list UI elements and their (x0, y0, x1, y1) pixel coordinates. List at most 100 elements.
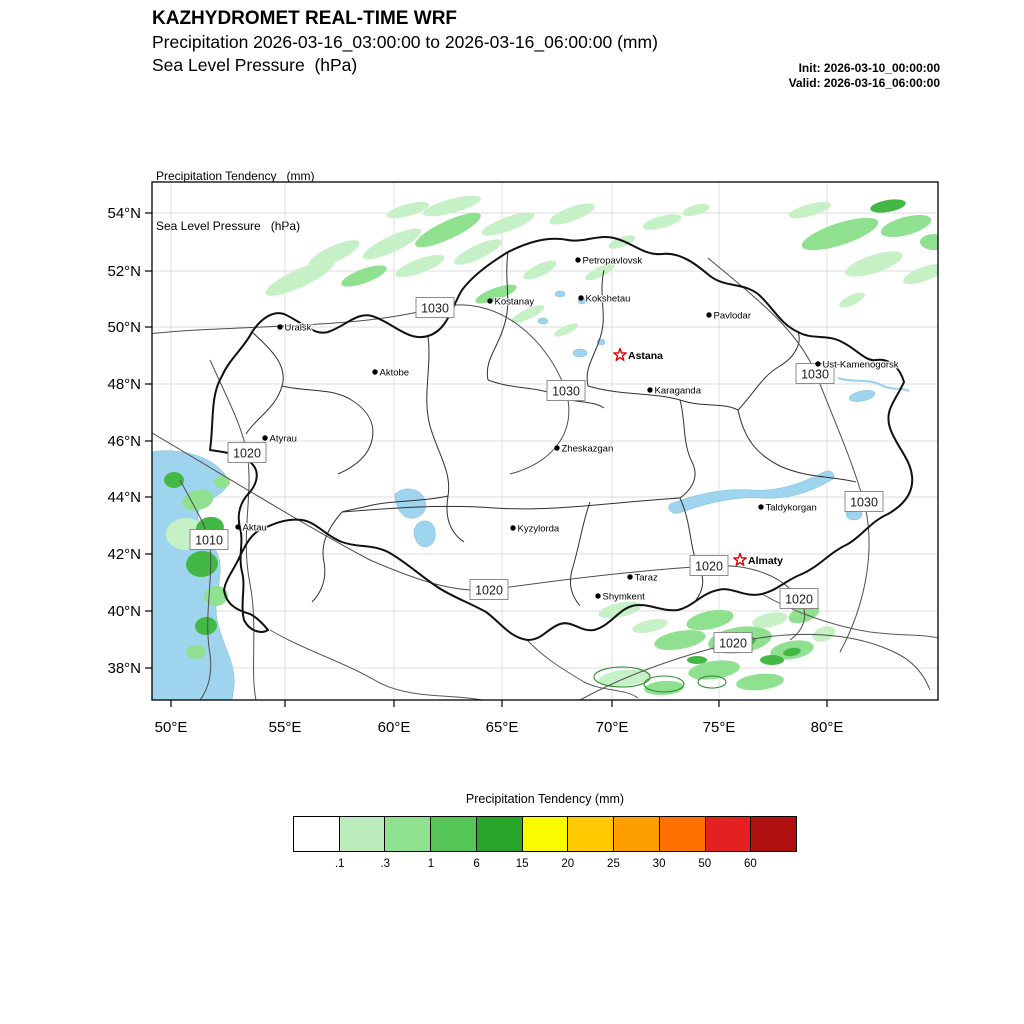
lat-tick-label: 40°N (107, 603, 141, 620)
lon-tick-label: 75°E (703, 719, 736, 736)
precipitation-areas-shape (186, 550, 218, 578)
legend-color-cell (475, 817, 522, 851)
precipitation-areas-shape (395, 254, 445, 278)
pressure-contours-shape (179, 479, 212, 700)
lat-tick-label: 44°N (107, 489, 141, 506)
legend-color-cell (704, 817, 751, 851)
aral-sea (394, 488, 426, 519)
legend-color-cell (567, 817, 614, 851)
pressure-contour-label: 1030 (844, 491, 884, 512)
precipitation-areas-shape (760, 655, 784, 665)
precipitation-areas-shape (686, 609, 734, 631)
precipitation-areas-shape (422, 195, 482, 217)
city-marker (372, 369, 378, 375)
weather-map: 1030 1030 1030 1030 1020 1010 1020 1020 1020 1020… (107, 181, 939, 736)
precipitation-areas-shape (839, 292, 865, 308)
lat-tick-label: 46°N (107, 433, 141, 450)
precipitation-areas-shape (608, 235, 636, 249)
pressure-contour-label: 1020 (469, 579, 509, 600)
city-marker (758, 504, 764, 510)
precipitation-areas-shape (182, 489, 214, 511)
pressure-label-box (546, 380, 586, 401)
city-label: Taraz (635, 573, 658, 584)
oblast-borders-shape (679, 399, 696, 499)
pressure-contour-label: 1030 (415, 297, 455, 318)
city-label: Aktau (243, 523, 267, 534)
pressure-label-value: 1020 (695, 560, 723, 574)
precipitation-areas-shape (511, 305, 545, 323)
precipitation-areas-shape (642, 214, 682, 230)
precipitation-areas-shape (697, 675, 727, 689)
legend: Precipitation Tendency (mm) .1 .3 1 6 15 20 25… (293, 792, 797, 874)
neighbor-country-borders-shape (526, 639, 639, 699)
oblast-borders-shape (341, 497, 681, 513)
legend-tick-label: 6 (473, 858, 480, 870)
precipitation-areas-shape (687, 656, 707, 664)
lake-small (537, 317, 549, 325)
pressure-contours-shape (707, 257, 870, 653)
oblast-borders-shape (586, 269, 605, 387)
precipitation-areas-shape (554, 323, 578, 337)
pressure-label-value: 1020 (719, 637, 747, 651)
lon-tick-label: 60°E (378, 719, 411, 736)
pressure-label-box (779, 588, 819, 609)
city-label: Aktobe (380, 368, 410, 379)
precipitation-areas-shape (386, 201, 430, 219)
lat-tick-label: 54°N (107, 205, 141, 222)
legend-color-cell (294, 817, 339, 851)
header: KAZHYDROMET REAL-TIME WRF Precipitation … (152, 7, 658, 77)
pressure-label-box (415, 297, 455, 318)
oblast-borders-shape (341, 495, 449, 513)
pressure-label-box (689, 555, 729, 576)
oblast-borders-shape (569, 501, 591, 607)
pressure-contour-label: 1020 (227, 442, 267, 463)
city-label: Shymkent (603, 592, 646, 603)
precipitation-areas-shape (920, 234, 938, 250)
lat-tick-label: 38°N (107, 660, 141, 677)
oblast-borders-shape (426, 335, 465, 543)
lon-tick-label: 70°E (596, 719, 629, 736)
city-marker (575, 257, 581, 263)
lake-balkhash (668, 470, 834, 514)
city-marker (554, 445, 560, 451)
precipitation-areas-shape (682, 203, 710, 217)
city-label: Kostanay (495, 297, 535, 308)
pressure-label-box (227, 442, 267, 463)
precipitation-areas-shape (736, 673, 784, 691)
pressure-contours-shape (579, 633, 931, 700)
precipitation-areas-shape (903, 264, 938, 284)
precipitation-areas-shape (644, 680, 684, 696)
field-label-precip: Precipitation Tendency (mm) (156, 169, 315, 183)
precipitation-areas-shape (523, 260, 557, 280)
precipitation-areas-shape (195, 616, 217, 636)
pressure-contours-shape (152, 304, 570, 475)
pressure-label-value: 1030 (801, 368, 829, 382)
legend-tick-label: .1 (334, 858, 345, 870)
lake-zaysan (848, 390, 876, 402)
lat-tick-label: 50°N (107, 319, 141, 336)
product-title: KAZHYDROMET REAL-TIME WRF (152, 8, 458, 29)
city-marker (706, 312, 712, 318)
precipitation-areas-shape (186, 645, 206, 659)
city-label: Uralsk (285, 323, 312, 334)
pressure-label-value: 1020 (233, 447, 261, 461)
oblast-borders-shape (679, 497, 704, 601)
pressure-label-box (713, 632, 753, 653)
precipitation-areas-shape (632, 619, 668, 633)
oblast-borders-shape (587, 385, 739, 411)
city-marker (815, 361, 821, 367)
legend-tick-label: 1 (427, 858, 435, 870)
pressure-contours-shape (209, 359, 257, 700)
lon-tick-label: 50°E (155, 719, 188, 736)
lon-tick-label: 55°E (269, 719, 302, 736)
city-marker (595, 593, 601, 599)
pressure-label-value: 1020 (475, 584, 503, 598)
legend-color-cell (658, 817, 705, 851)
capital-label: Astana (628, 350, 663, 362)
slp-subtitle: Sea Level Pressure (hPa) (152, 55, 358, 75)
precipitation-areas-shape (454, 239, 502, 265)
oblast-borders-shape (737, 409, 857, 483)
lat-tick-label: 52°N (107, 263, 141, 280)
city-label: Petropavlovsk (583, 256, 643, 267)
precipitation-areas-shape (214, 476, 230, 488)
